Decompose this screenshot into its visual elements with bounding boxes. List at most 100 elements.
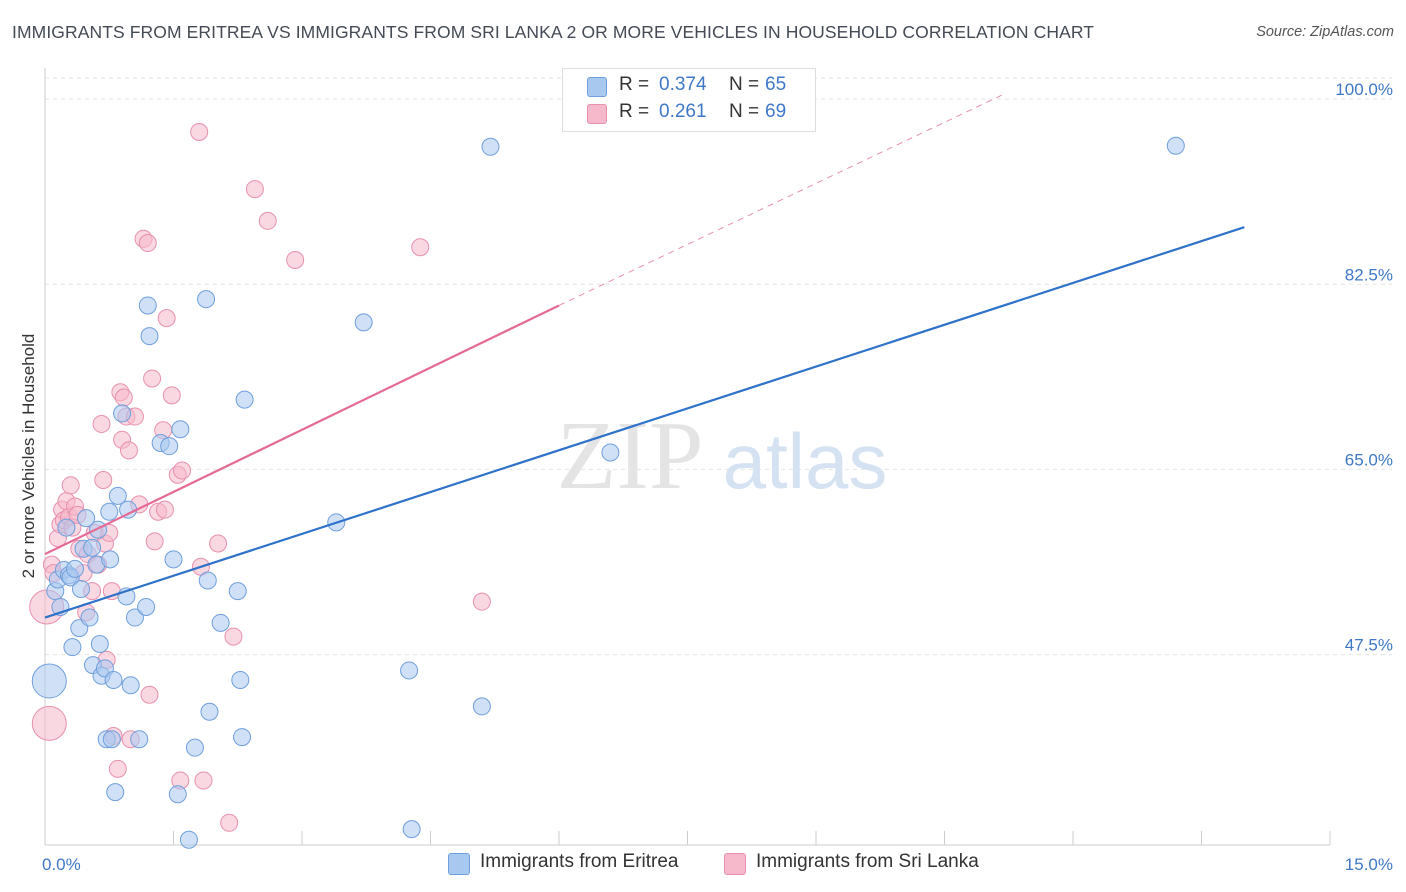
gridlines <box>45 77 1392 656</box>
eritrea-point <box>121 676 140 695</box>
y-tick-label: 65.0% <box>1345 450 1393 469</box>
eritrea-point <box>601 443 620 462</box>
eritrea-n-value: 65 <box>765 74 787 95</box>
eritrea-point <box>179 830 198 849</box>
eritrea-point <box>171 420 190 439</box>
eritrea-point <box>231 670 250 689</box>
eritrea-point <box>137 597 156 616</box>
eritrea-point <box>235 390 254 409</box>
eritrea-point <box>198 571 217 590</box>
eritrea-point <box>100 502 119 521</box>
eritrea-point <box>138 296 157 315</box>
eritrea-trend-line <box>44 226 1245 619</box>
eritrea-point <box>71 579 90 598</box>
eritrea-point <box>77 509 96 528</box>
srilanka-point <box>173 461 192 480</box>
eritrea-point <box>472 697 491 716</box>
srilanka-swatch <box>587 104 607 124</box>
eritrea-point <box>200 702 219 721</box>
eritrea-point <box>400 661 419 680</box>
eritrea-point <box>1166 136 1185 155</box>
eritrea-point <box>402 820 421 839</box>
eritrea-point <box>80 608 99 627</box>
eritrea-point <box>106 783 125 802</box>
eritrea-n-label: N = <box>729 74 760 95</box>
x-tick-label: 15.0% <box>1345 855 1393 874</box>
srilanka-point <box>108 759 127 778</box>
eritrea-point <box>83 538 102 557</box>
y-axis-label: 2 or more Vehicles in Household <box>19 334 38 579</box>
srilanka-trend-extension <box>558 93 1005 306</box>
srilanka-point <box>61 476 80 495</box>
srilanka-n-label: N = <box>729 101 760 122</box>
y-tick-label: 47.5% <box>1345 636 1393 655</box>
bottom-eritrea-label: Immigrants from Eritrea <box>480 851 679 872</box>
y-tick-label: 100.0% <box>1335 80 1393 99</box>
srilanka-point <box>155 500 174 519</box>
eritrea-points <box>31 136 1185 849</box>
srilanka-point <box>119 441 138 460</box>
eritrea-point <box>108 486 127 505</box>
chart-title: IMMIGRANTS FROM ERITREA VS IMMIGRANTS FR… <box>12 22 1095 42</box>
srilanka-point <box>114 388 133 407</box>
x-tick-label: 0.0% <box>42 855 81 874</box>
srilanka-point <box>194 771 213 790</box>
bottom-eritrea-swatch <box>448 853 470 875</box>
eritrea-point <box>65 559 84 578</box>
srilanka-r-value: 0.261 <box>659 101 707 122</box>
eritrea-point <box>63 638 82 657</box>
bottom-srilanka-swatch <box>724 853 746 875</box>
srilanka-point <box>190 122 209 141</box>
eritrea-point <box>211 613 230 632</box>
eritrea-point <box>104 670 123 689</box>
srilanka-point <box>162 386 181 405</box>
tick-labels: 47.5% 65.0% 82.5% 100.0% 0.0% 15.0% <box>42 80 1393 874</box>
srilanka-point <box>145 532 164 551</box>
eritrea-point <box>354 313 373 332</box>
eritrea-point <box>228 582 247 601</box>
eritrea-point <box>168 785 187 804</box>
eritrea-point <box>113 404 132 423</box>
srilanka-point <box>31 705 67 741</box>
srilanka-point <box>411 238 430 257</box>
trend-lines <box>44 93 1245 619</box>
eritrea-point <box>90 634 109 653</box>
eritrea-point <box>160 437 179 456</box>
srilanka-point <box>92 414 111 433</box>
watermark-zip: ZIP <box>557 402 704 510</box>
eritrea-point <box>185 738 204 757</box>
correlation-legend: R = 0.374 N = 65 R = 0.261 N = 69 <box>562 68 816 132</box>
eritrea-point <box>57 518 76 537</box>
srilanka-point <box>258 211 277 230</box>
srilanka-point <box>138 234 157 253</box>
eritrea-point <box>31 663 67 699</box>
srilanka-point <box>94 471 113 490</box>
eritrea-r-label: R = <box>619 74 650 95</box>
eritrea-swatch <box>587 77 607 97</box>
eritrea-point <box>130 730 149 749</box>
srilanka-point <box>143 369 162 388</box>
eritrea-point <box>102 730 121 749</box>
eritrea-point <box>164 550 183 569</box>
watermark-atlas: atlas <box>723 417 888 505</box>
y-tick-label: 82.5% <box>1345 265 1393 284</box>
eritrea-r-value: 0.374 <box>659 74 707 95</box>
eritrea-point <box>140 327 159 346</box>
srilanka-points <box>29 122 491 832</box>
srilanka-point <box>157 309 176 328</box>
srilanka-point <box>224 627 243 646</box>
eritrea-point <box>101 550 120 569</box>
eritrea-point <box>125 608 144 627</box>
srilanka-point <box>209 534 228 553</box>
eritrea-point <box>197 290 216 309</box>
srilanka-r-label: R = <box>619 101 650 122</box>
eritrea-point <box>89 520 108 539</box>
srilanka-point <box>286 250 305 269</box>
eritrea-point <box>233 728 252 747</box>
eritrea-point <box>481 137 500 156</box>
source-label: Source: ZipAtlas.com <box>1256 24 1394 40</box>
srilanka-point <box>140 685 159 704</box>
watermark: ZIP atlas <box>557 402 888 510</box>
bottom-srilanka-label: Immigrants from Sri Lanka <box>756 851 979 872</box>
